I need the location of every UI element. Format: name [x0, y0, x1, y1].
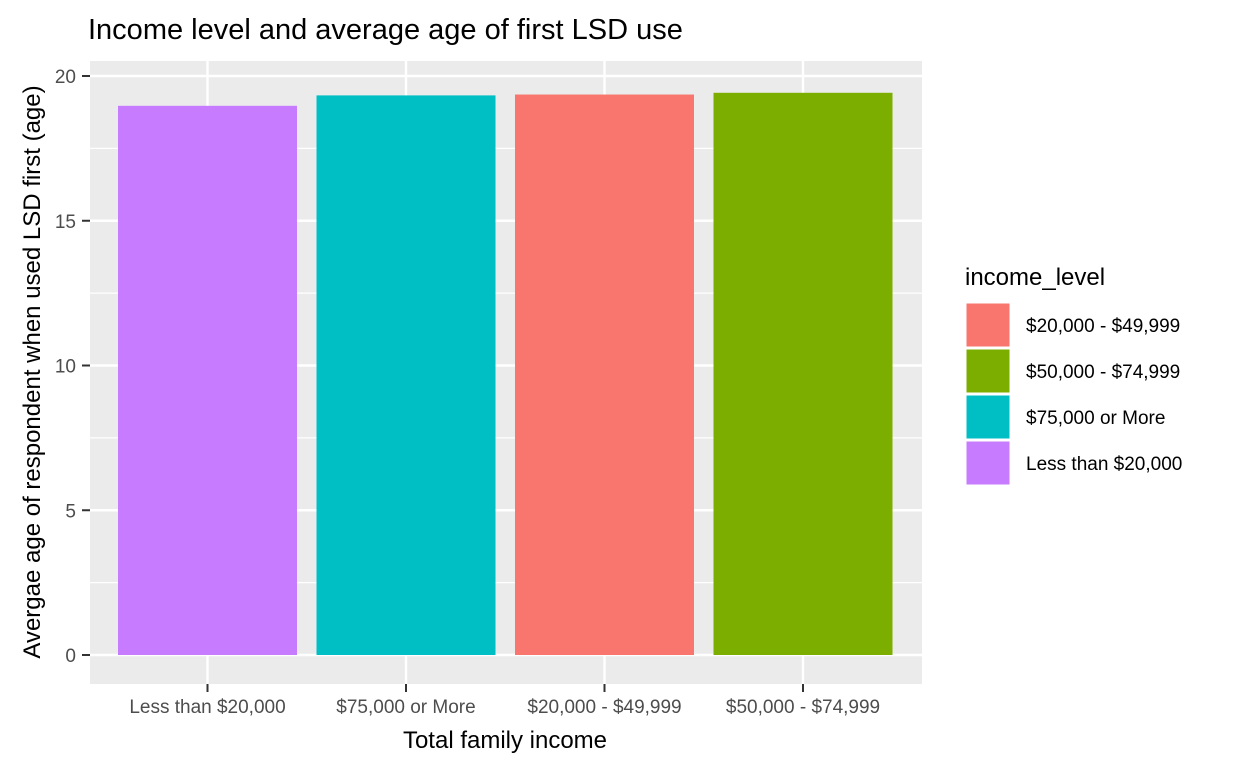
- bars: [118, 92, 893, 656]
- bar: [713, 92, 893, 655]
- legend-key: [965, 348, 1011, 394]
- y-axis-title: Avergae age of respondent when used LSD …: [19, 85, 46, 658]
- x-tick-label: $75,000 or More: [336, 697, 475, 718]
- legend-key: [965, 394, 1011, 440]
- bar: [515, 94, 694, 655]
- x-axis-title: Total family income: [403, 727, 607, 754]
- y-tick-label: 5: [65, 501, 76, 522]
- chart-title: Income level and average age of first LS…: [88, 14, 683, 46]
- legend-label: Less than $20,000: [1026, 454, 1182, 475]
- legend: income_level $20,000 - $49,999 $50,000 - …: [965, 264, 1182, 486]
- x-tick-label: $50,000 - $74,999: [726, 697, 880, 718]
- x-tick-label: Less than $20,000: [129, 697, 285, 718]
- legend-key: [965, 440, 1011, 486]
- legend-label: $50,000 - $74,999: [1026, 362, 1180, 383]
- y-tick-label: 10: [55, 357, 76, 378]
- bar: [316, 95, 496, 656]
- legend-items: $20,000 - $49,999 $50,000 - $74,999 $75,00…: [965, 302, 1182, 486]
- legend-label: $20,000 - $49,999: [1026, 316, 1180, 337]
- y-tick-label: 20: [55, 67, 76, 88]
- y-tick-label: 15: [55, 212, 76, 233]
- legend-title: income_level: [965, 264, 1105, 291]
- y-axis: 0 5 10 15 20: [55, 67, 90, 667]
- y-tick-label: 0: [65, 646, 76, 667]
- bar: [118, 105, 297, 656]
- legend-label: $75,000 or More: [1026, 408, 1165, 429]
- x-tick-label: $20,000 - $49,999: [527, 697, 681, 718]
- x-axis: Less than $20,000 $75,000 or More $20,000 …: [129, 684, 880, 718]
- legend-key: [965, 302, 1011, 348]
